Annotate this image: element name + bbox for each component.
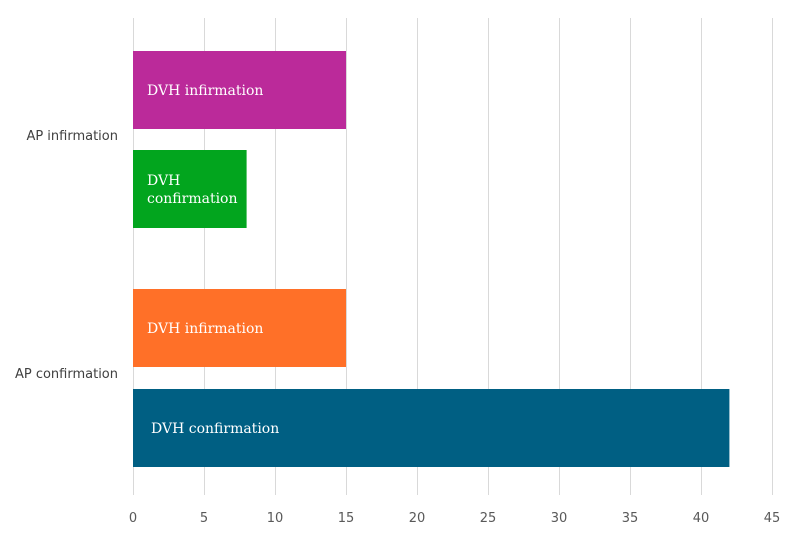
bar-data-label: DVH confirmation — [151, 421, 279, 437]
bars: DVH infirmation DVH confirmation DVH infirm… — [133, 51, 730, 467]
x-tick-label: 10 — [267, 511, 284, 526]
x-tick-label: 25 — [480, 511, 497, 526]
x-tick-label: 45 — [764, 511, 781, 526]
bar — [133, 289, 346, 367]
x-tick-label: 30 — [551, 511, 568, 526]
x-tick-label: 20 — [409, 511, 426, 526]
bar — [133, 389, 730, 467]
x-tick-label: 40 — [693, 511, 710, 526]
bar-data-label: DVH infirmation — [147, 321, 263, 337]
category-label: AP confirmation — [15, 367, 118, 382]
bar-data-label: DVH infirmation — [147, 83, 263, 99]
x-tick-label: 5 — [200, 511, 208, 526]
bar — [133, 51, 346, 129]
category-label: AP infirmation — [26, 129, 118, 144]
x-axis-tick-labels: 0 5 10 15 20 25 30 35 40 45 — [129, 511, 780, 526]
bar — [133, 150, 247, 228]
x-tick-label: 15 — [338, 511, 355, 526]
x-tick-label: 0 — [129, 511, 137, 526]
x-tick-label: 35 — [622, 511, 639, 526]
bar-data-label: DVH confirmation — [147, 173, 238, 207]
y-axis-category-labels: AP infirmation AP confirmation — [15, 129, 118, 382]
